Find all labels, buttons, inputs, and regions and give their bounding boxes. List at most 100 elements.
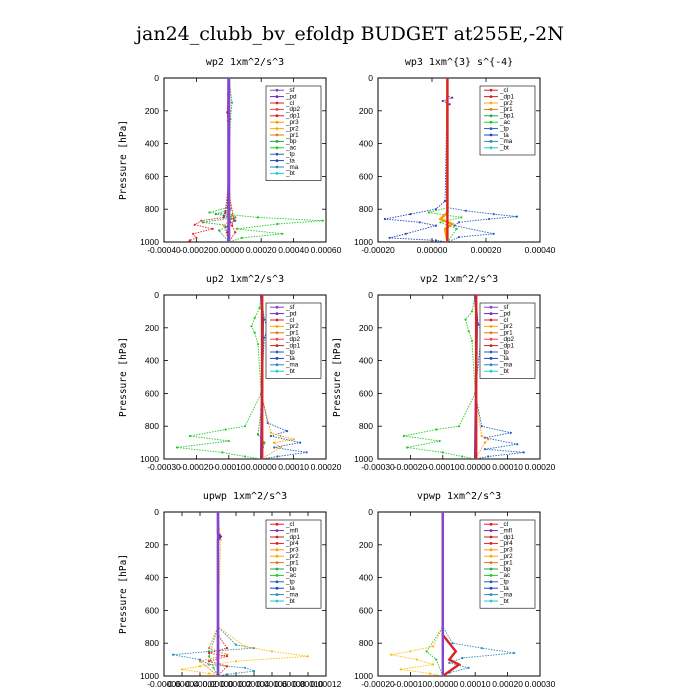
legend-marker [489,101,493,105]
legend-box [265,302,322,379]
legend-marker [489,140,493,143]
y-axis-label: Pressure [hPa] [332,337,343,417]
x-tick-label: -0.00020 [394,462,428,472]
data-point [321,219,324,222]
legend-label: _pr1 [499,559,513,566]
data-point [224,226,227,229]
data-point [216,674,220,676]
legend-marker [489,529,493,532]
y-axis-label: Pressure [hPa] [118,554,129,634]
data-point [432,645,435,648]
plot-frame [163,294,327,460]
legend-marker [489,95,493,98]
x-tick-label: -0.00002 [183,679,217,689]
y-tick-label: 0 [154,290,159,300]
data-point [230,213,234,216]
data-point [224,428,227,431]
panel-5: upwp 1xm^2/s^3 Pressure [hPa] 0 200 400 600 80… [118,491,342,689]
data-point [222,216,225,219]
data-point [487,438,490,441]
panel-title: wp2 1xm^2/s^3 [206,57,284,68]
data-point [230,101,234,104]
data-point [207,651,211,655]
data-point [228,240,231,242]
data-point [441,451,444,454]
data-point [457,663,461,666]
data-point [448,103,451,106]
y-tick-label: 600 [145,171,159,181]
data-point [448,661,451,665]
legend-label: _ma [285,591,299,598]
data-point [200,219,203,222]
data-point [250,325,253,328]
x-tick-label: -0.00030 [361,462,395,472]
x-tick-label: 0.00040 [278,245,309,255]
legend-label: _tp [285,579,295,586]
legend-label: _pr2 [499,553,513,560]
data-point [261,457,264,459]
y-tick-label: 0 [368,290,373,300]
legend-marker [275,318,279,322]
legend-label: _pd [285,310,297,317]
data-point [207,655,211,658]
series-group [402,295,525,459]
y-tick-label: 1000 [354,671,373,681]
legend-label: _cl [499,521,508,528]
legend-marker [489,120,493,124]
data-point [232,216,235,219]
panel-3: up2 1xm^2/s^3 Pressure [hPa] 0 200 400 600 800… [118,274,342,472]
data-point [492,232,495,235]
panel-1: wp2 1xm^2/s^3 Pressure [hPa] 0 200 400 600 800… [118,57,342,255]
y-tick-label: 600 [359,605,373,615]
y-tick-label: 800 [145,204,159,214]
x-tick-label: -0.00020 [361,679,395,689]
y-tick-label: 400 [145,573,159,583]
legend-marker [275,350,279,354]
data-point [448,658,451,661]
data-point [292,438,295,441]
legend-marker [489,114,493,118]
series-line-ac [426,512,444,676]
series-line-bp [202,78,236,242]
legend-marker [275,152,279,156]
data-point [216,512,220,514]
legend-marker [489,599,493,603]
legend-box [265,519,322,609]
data-point [513,651,516,655]
legend-label: _pr2 [499,100,513,107]
data-point [234,643,238,646]
data-point [389,653,393,656]
legend-label: _cl [285,317,294,324]
legend-marker [275,529,279,532]
data-point [258,307,261,310]
y-tick-label: 200 [359,323,373,333]
y-tick-label: 600 [359,388,373,398]
x-tick-label: 0.00040 [525,245,556,255]
legend-label: _bt [285,170,295,177]
data-point [234,219,237,222]
data-point [444,199,447,203]
data-point [515,215,519,218]
data-point [451,96,454,99]
x-tick-label: 0.00010 [492,462,523,472]
x-tick-label: 0.00020 [246,245,277,255]
legend-box [265,85,322,181]
legend: _cl_dp1_pr2_pr1_bp1_ac_tp_ta_ma_bt [479,85,536,156]
legend-marker [489,305,493,309]
legend-label: _bt [499,145,509,152]
y-tick-label: 200 [145,106,159,116]
data-point [522,451,525,454]
legend-marker [489,369,493,373]
panel-4: vp2 1xm^2/s^3 Pressure [hPa] 0 200 400 600 800… [332,274,556,472]
data-point [406,446,409,449]
y-tick-label: 400 [145,356,159,366]
x-tick-label: 0.00010 [460,679,491,689]
series-group [175,295,308,459]
x-tick-label: -0.00030 [147,462,181,472]
data-point [198,660,202,663]
legend-label: _pr2 [499,323,513,330]
legend-label: _tp [499,349,509,356]
y-tick-label: 1000 [140,237,159,247]
legend-label: _ta [285,157,295,164]
